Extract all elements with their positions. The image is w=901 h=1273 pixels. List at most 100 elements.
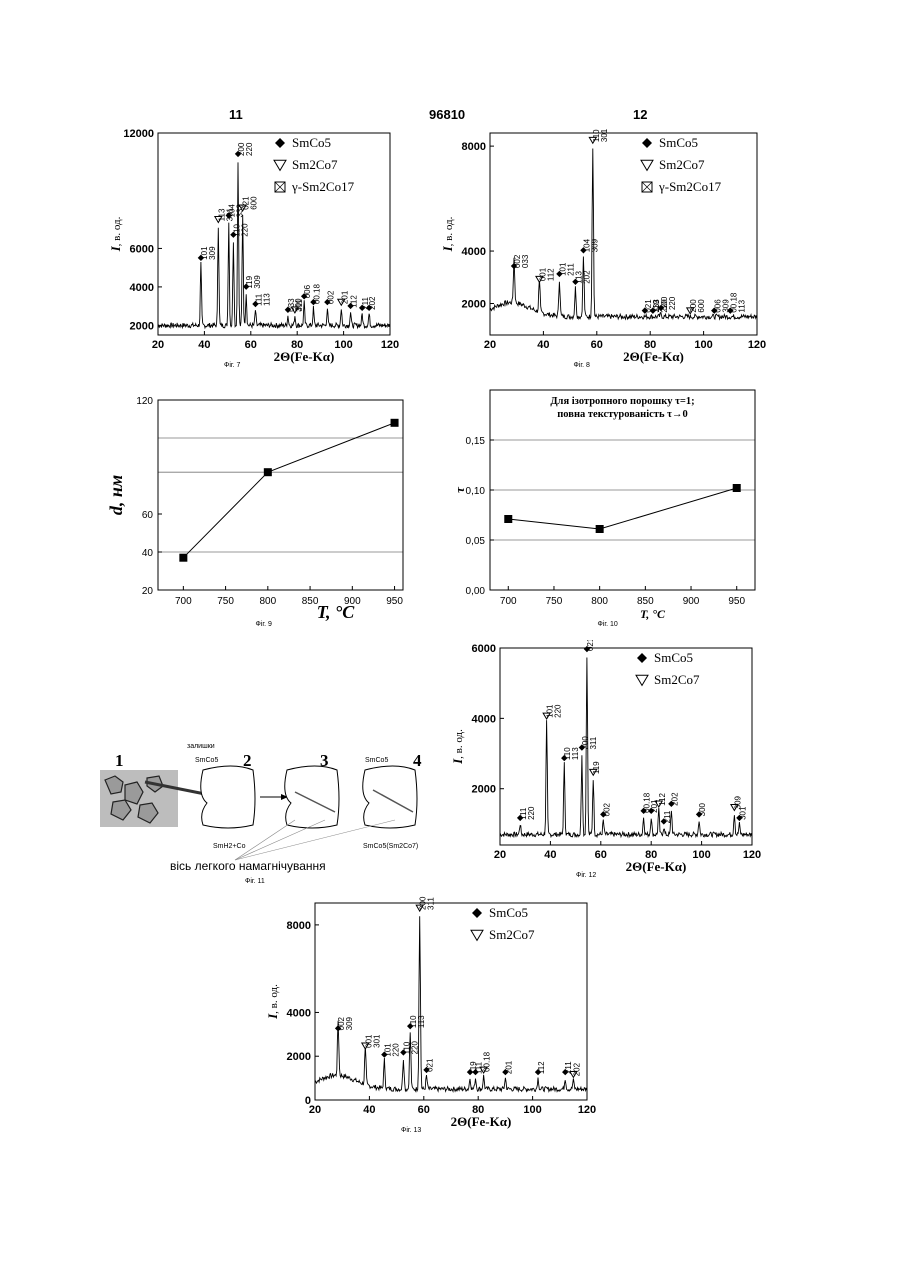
peak-label: 301 bbox=[738, 806, 747, 820]
y-tick-label: 4000 bbox=[287, 1007, 311, 1019]
peak-label: 112 bbox=[658, 793, 667, 806]
y-tick-label: 20 bbox=[142, 586, 154, 597]
x-tick-label: 100 bbox=[692, 849, 710, 861]
legend-label-smco5: SmCo5 bbox=[292, 135, 331, 150]
peak-label: 309 bbox=[345, 1016, 354, 1030]
x-tick-label: 750 bbox=[217, 596, 234, 607]
peak-label: 311 bbox=[589, 736, 598, 749]
x-axis-label: 2Θ(Fe-Kα) bbox=[451, 1114, 512, 1129]
plot-frame bbox=[158, 400, 403, 590]
peak-label: 112 bbox=[546, 268, 555, 281]
x-tick-label: 120 bbox=[578, 1104, 596, 1116]
peak-label: 220 bbox=[410, 1041, 419, 1055]
figure-caption: Фіг. 12 bbox=[576, 871, 596, 879]
legend-marker-smco5 bbox=[275, 138, 285, 148]
legend-marker-smco5 bbox=[472, 908, 482, 918]
peak-label: 113 bbox=[737, 299, 746, 312]
x-tick-label: 120 bbox=[381, 339, 399, 351]
peak-label: 600 bbox=[697, 299, 706, 313]
data-point bbox=[733, 484, 741, 492]
x-tick-label: 60 bbox=[595, 849, 607, 861]
xrd-chart-fig13: 2040608010012002000400080000020011011101… bbox=[265, 895, 605, 1140]
peak-label: 021 bbox=[426, 1058, 435, 1072]
x-axis-label: T, °C bbox=[640, 607, 666, 621]
y-tick-label: 8000 bbox=[287, 920, 311, 932]
y-tick-label: 4000 bbox=[472, 713, 496, 725]
x-tick-label: 60 bbox=[418, 1104, 430, 1116]
x-tick-label: 20 bbox=[152, 339, 164, 351]
peak-label: 311 bbox=[295, 298, 304, 311]
peak-label: 301 bbox=[372, 1034, 381, 1048]
legend-marker-smco5 bbox=[642, 138, 652, 148]
legend-label-sm2co7: Sm2Co7 bbox=[489, 927, 535, 942]
label-smco5: SmCo5 bbox=[195, 757, 218, 764]
peak-label: 113 bbox=[571, 747, 580, 760]
x-tick-label: 60 bbox=[245, 339, 257, 351]
legend-label-sm2co7: Sm2Co7 bbox=[654, 672, 700, 687]
x-tick-label: 40 bbox=[363, 1104, 375, 1116]
y-tick-label: 120 bbox=[136, 396, 153, 407]
legend-marker-sm2co7 bbox=[641, 160, 653, 170]
peak-label: 119 bbox=[592, 761, 601, 774]
peak-label: 211 bbox=[566, 263, 575, 276]
line-chart-fig10: 7007508008509009500,000,050,100,15τT, °C… bbox=[440, 380, 770, 630]
page-number-left: 11 bbox=[229, 107, 243, 122]
y-axis-label: I, в. од. bbox=[450, 729, 465, 765]
x-axis-label: 2Θ(Fe-Kα) bbox=[274, 349, 335, 364]
x-tick-label: 40 bbox=[544, 849, 556, 861]
figure-caption: Фіг. 13 bbox=[401, 1126, 421, 1134]
x-tick-label: 20 bbox=[494, 849, 506, 861]
xrd-pattern bbox=[490, 149, 757, 320]
y-tick-label: 6000 bbox=[472, 643, 496, 655]
peak-label: 220 bbox=[240, 223, 249, 237]
xrd-pattern bbox=[500, 658, 752, 837]
peak-label: 301 bbox=[225, 207, 234, 221]
peak-label: 033 bbox=[521, 254, 530, 268]
grain-shape-3 bbox=[285, 766, 339, 828]
legend-marker-sm2co7 bbox=[274, 160, 286, 170]
y-tick-label: 60 bbox=[142, 510, 154, 521]
figure-caption: Фіг. 8 bbox=[574, 361, 590, 369]
peak-label: 002 bbox=[602, 802, 611, 816]
xrd-chart-fig12: 2040608010012020004000600011110111020002… bbox=[450, 640, 770, 885]
figure-caption: Фіг. 9 bbox=[256, 620, 272, 628]
legend-label-sm2co17: γ-Sm2Co17 bbox=[291, 179, 355, 194]
peak-label: 00.18 bbox=[312, 283, 321, 304]
legend-marker-sm2co7 bbox=[636, 675, 648, 685]
y-tick-label: 2000 bbox=[287, 1051, 311, 1063]
y-tick-label: 0,05 bbox=[466, 536, 486, 547]
label-remnants: залишки bbox=[187, 743, 215, 750]
y-tick-label: 8000 bbox=[462, 141, 486, 153]
peak-label: 220 bbox=[245, 142, 254, 156]
y-tick-label: 0,15 bbox=[466, 436, 486, 447]
peak-label: 202 bbox=[368, 296, 377, 310]
x-axis-label: T, °C bbox=[317, 602, 356, 622]
peak-label: 112 bbox=[350, 295, 359, 308]
x-tick-label: 700 bbox=[175, 596, 192, 607]
x-tick-label: 40 bbox=[537, 339, 549, 351]
legend-label-sm2co17: γ-Sm2Co17 bbox=[658, 179, 722, 194]
figure-caption-fig11: Фіг. 11 bbox=[245, 877, 265, 885]
y-tick-label: 40 bbox=[142, 548, 154, 559]
x-tick-label: 700 bbox=[500, 596, 517, 607]
y-tick-label: 4000 bbox=[462, 246, 486, 258]
peak-label: 202 bbox=[572, 1062, 581, 1076]
peak-label: 113 bbox=[417, 1015, 426, 1028]
x-tick-label: 100 bbox=[334, 339, 352, 351]
y-tick-label: 2000 bbox=[472, 784, 496, 796]
x-axis-label: 2Θ(Fe-Kα) bbox=[626, 859, 687, 874]
y-axis-label: d, нм bbox=[108, 475, 126, 515]
x-tick-label: 100 bbox=[523, 1104, 541, 1116]
data-point bbox=[391, 419, 399, 427]
peak-label: 600 bbox=[250, 196, 259, 210]
annotation-line: повна текстурованість τ→0 bbox=[557, 409, 687, 420]
x-tick-label: 20 bbox=[484, 339, 496, 351]
peak-label: 309 bbox=[208, 246, 217, 260]
series-line bbox=[508, 488, 736, 529]
peak-label: 00.18 bbox=[483, 1051, 492, 1072]
x-tick-label: 800 bbox=[259, 596, 276, 607]
label-smco5-4: SmCo5 bbox=[365, 757, 388, 764]
plot-frame bbox=[500, 648, 752, 845]
easy-axis-label: вісь легкого намагнічування bbox=[170, 859, 326, 873]
peak-label: 202 bbox=[582, 270, 591, 284]
